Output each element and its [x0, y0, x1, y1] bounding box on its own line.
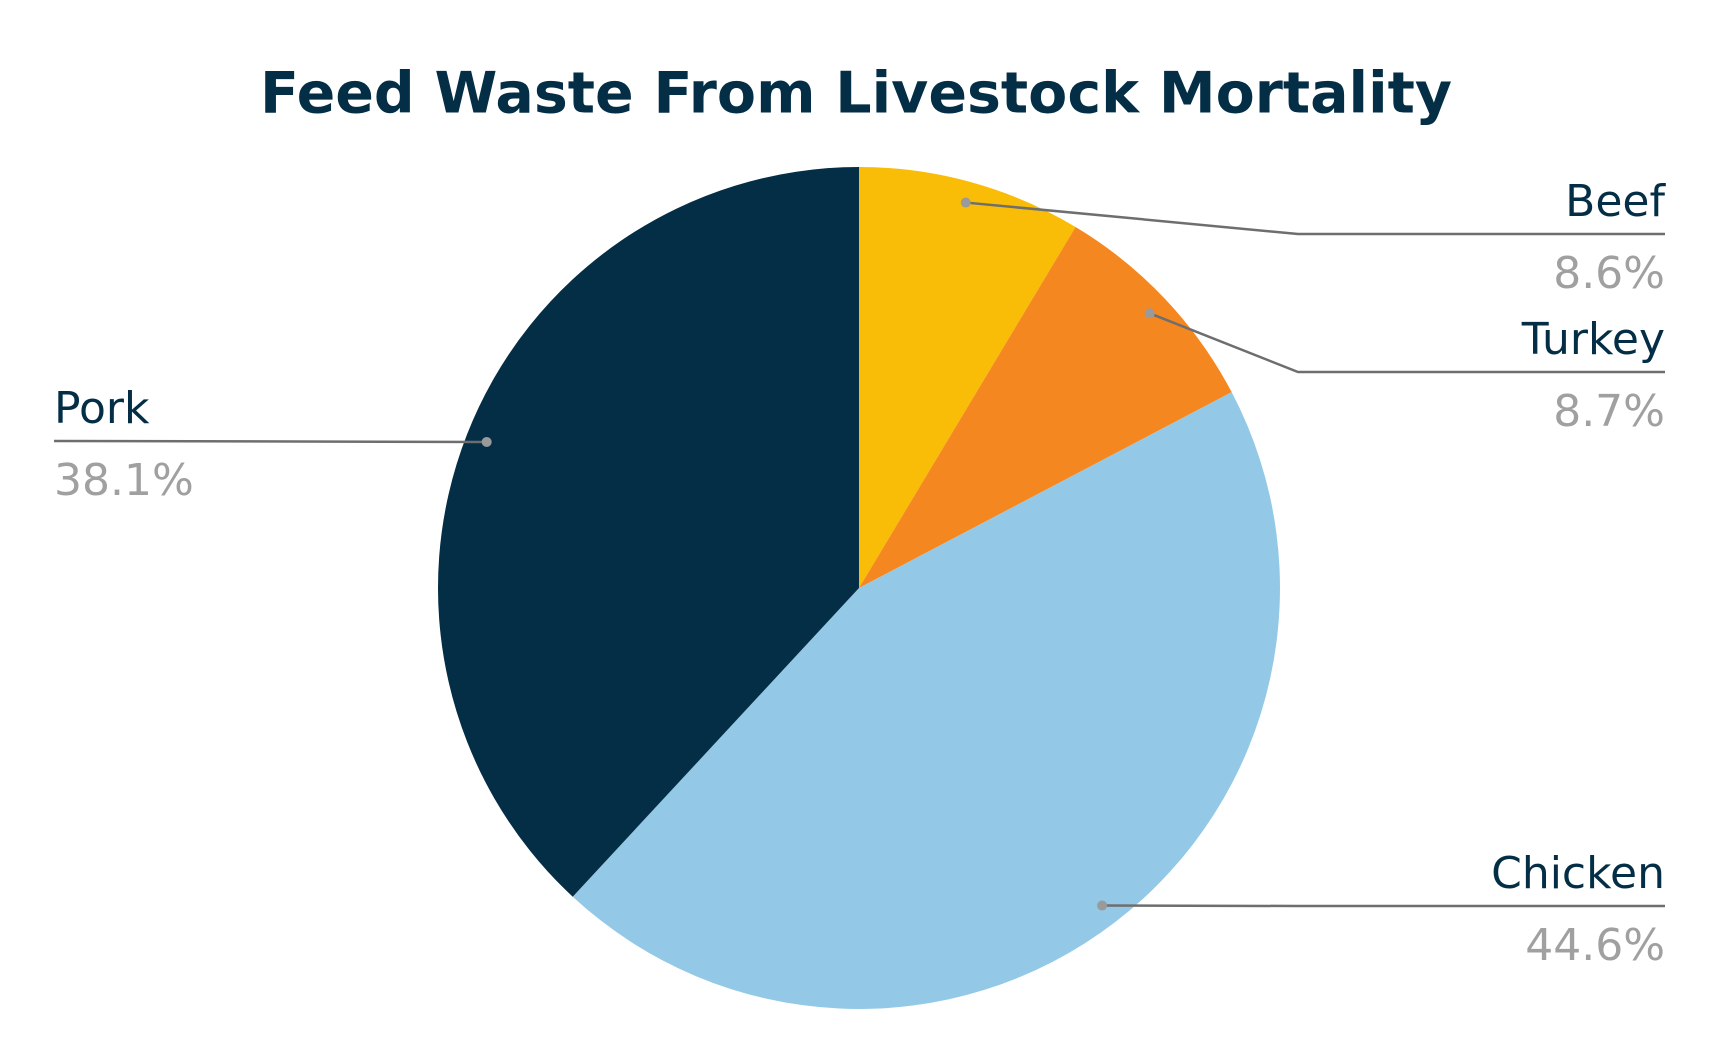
leader-dot — [961, 198, 971, 208]
leader-line — [54, 441, 487, 442]
leader-dot — [1145, 308, 1155, 318]
value-label: 44.6% — [1525, 920, 1665, 971]
value-label: 8.6% — [1553, 248, 1665, 299]
value-label: 8.7% — [1553, 386, 1665, 437]
slice-label: Pork — [54, 383, 150, 434]
leader-dot — [482, 437, 492, 447]
value-label: 38.1% — [54, 455, 194, 506]
slice-label: Beef — [1565, 176, 1666, 227]
slice-label: Turkey — [1521, 314, 1665, 365]
chart-title: Feed Waste From Livestock Mortality — [260, 61, 1452, 127]
slice-label: Chicken — [1491, 848, 1665, 899]
leader-dot — [1097, 901, 1107, 911]
